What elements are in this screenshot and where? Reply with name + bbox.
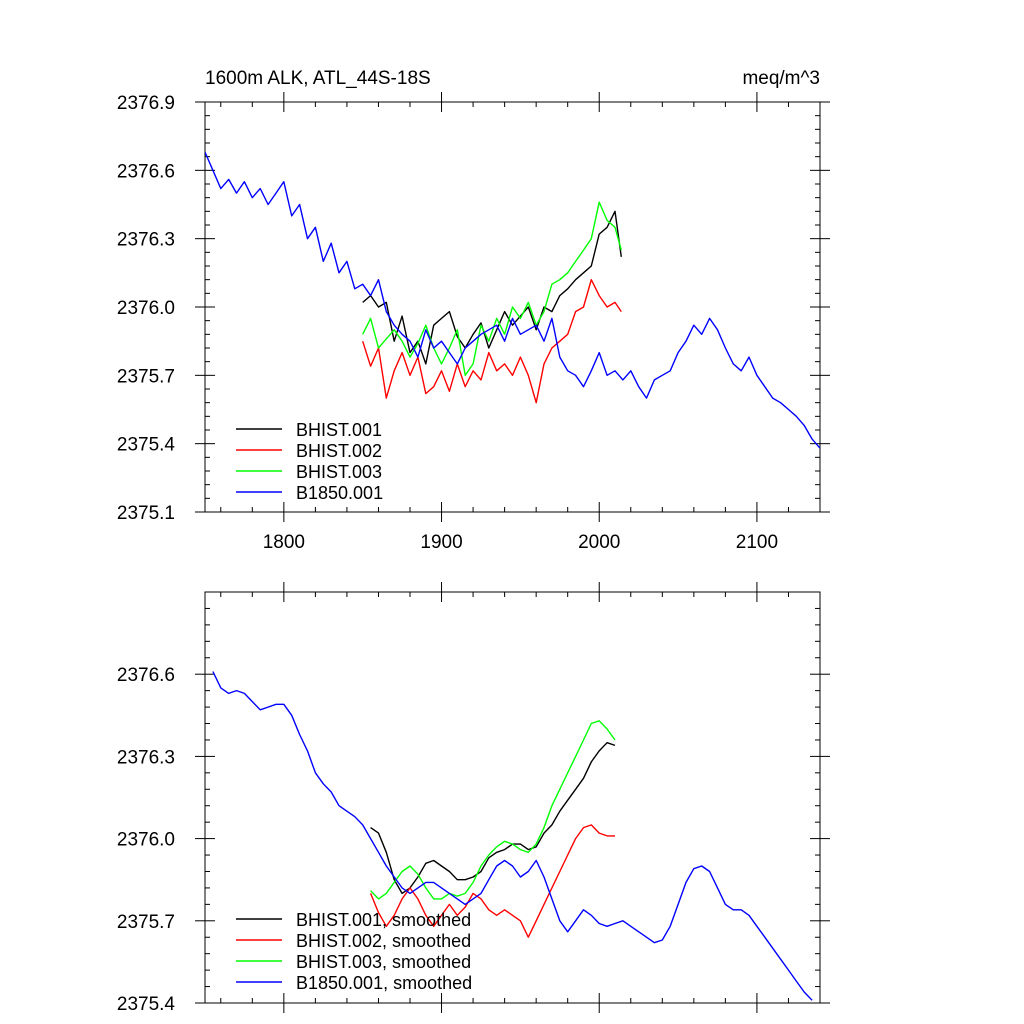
panel-1: 1800 1900 2000 2100 2375.1 2375.4 2375.7 2376.0…: [117, 68, 830, 553]
y-tick-label: 2375.4: [117, 994, 176, 1015]
y-tick-label: 2376.0: [117, 298, 175, 319]
y-tick-label: 2376.3: [117, 747, 175, 768]
y-tick-label: 2375.1: [117, 503, 175, 524]
legend-label: BHIST.001: [296, 420, 382, 440]
panel-2: 2375.4 2375.7 2376.0 2376.3 2376.6 BHIST.001,…: [117, 582, 830, 1015]
units-label: meq/m^3: [742, 68, 820, 89]
x-tick-label: 2100: [736, 532, 778, 553]
series-line-bhist-002: [362, 279, 622, 404]
legend-label: BHIST.003: [296, 462, 382, 482]
series-line-bhist-002-smoothed: [369, 824, 615, 938]
x-tick-label: 1900: [420, 532, 462, 553]
series-line-b1850-001-smoothed: [212, 671, 813, 1001]
series-group: [205, 151, 820, 449]
legend-label: BHIST.002, smoothed: [296, 931, 471, 951]
legend-label: BHIST.001, smoothed: [296, 910, 471, 930]
y-tick-label: 2375.4: [117, 435, 176, 456]
series-line-bhist-003: [362, 201, 622, 376]
series-group: [212, 671, 813, 1001]
y-tick-label: 2376.0: [117, 830, 175, 851]
legend-label: B1850.001: [296, 483, 383, 503]
y-tick-label: 2376.6: [117, 161, 175, 182]
series-line-bhist-003-smoothed: [370, 720, 616, 900]
y-tick-label: 2375.7: [117, 912, 175, 933]
y-tick-label: 2376.3: [117, 230, 175, 251]
x-tick-label: 2000: [578, 532, 620, 553]
y-tick-label: 2376.6: [117, 665, 175, 686]
legend-label: B1850.001, smoothed: [296, 973, 472, 993]
legend-label: BHIST.003, smoothed: [296, 952, 471, 972]
series-line-b1850-001: [205, 151, 820, 449]
x-tick-label: 1800: [263, 532, 305, 553]
chart-title: 1600m ALK, ATL_44S-18S: [205, 68, 431, 89]
y-tick-label: 2376.9: [117, 93, 175, 114]
y-tick-label: 2375.7: [117, 366, 175, 387]
series-line-bhist-001-smoothed: [370, 742, 616, 895]
plot-frame: [204, 591, 821, 1004]
series-line-bhist-001: [362, 210, 622, 365]
legend-label: BHIST.002: [296, 441, 382, 461]
